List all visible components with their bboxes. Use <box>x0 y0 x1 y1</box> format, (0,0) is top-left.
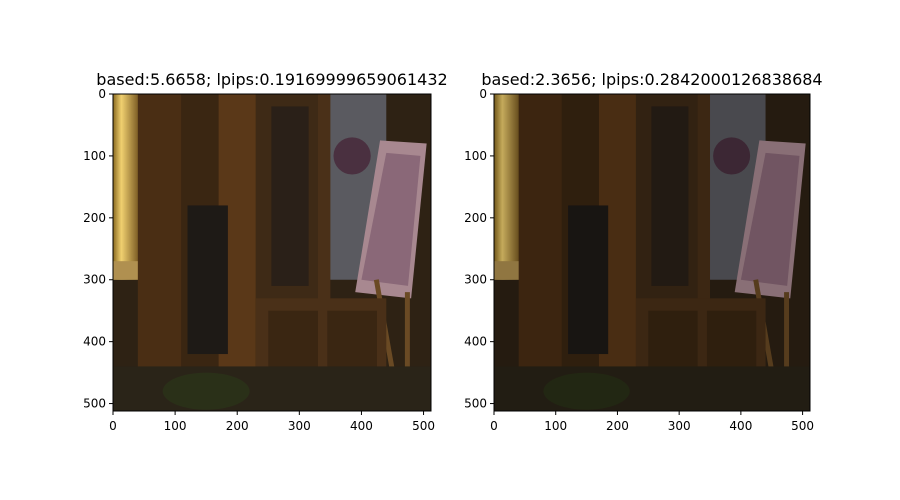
y-tick-label: 0 <box>479 87 487 101</box>
y-tick-label: 300 <box>464 273 487 287</box>
y-tick-label: 500 <box>464 397 487 411</box>
x-tick-label: 200 <box>226 419 249 433</box>
image-shade <box>494 94 810 411</box>
y-tick-label: 400 <box>83 335 106 349</box>
y-tick-label: 0 <box>98 87 106 101</box>
subplot-title: based:2.3656; lpips:0.2842000126838684 <box>481 70 822 89</box>
x-tick-label: 500 <box>412 419 435 433</box>
axes-frame <box>493 93 811 412</box>
y-tick-label: 200 <box>83 211 106 225</box>
y-tick-label: 500 <box>83 397 106 411</box>
axes-frame <box>112 93 432 412</box>
x-tick-label: 400 <box>729 419 752 433</box>
x-tick-label: 100 <box>544 419 567 433</box>
y-tick-label: 300 <box>83 273 106 287</box>
y-tick-label: 100 <box>83 149 106 163</box>
x-tick-label: 300 <box>668 419 691 433</box>
subplot-title: based:5.6658; lpips:0.19169999659061432 <box>96 70 447 89</box>
y-tick-label: 400 <box>464 335 487 349</box>
x-tick-label: 200 <box>606 419 629 433</box>
x-tick-label: 400 <box>350 419 373 433</box>
y-tick-label: 200 <box>464 211 487 225</box>
x-tick-label: 0 <box>109 419 117 433</box>
x-tick-label: 300 <box>288 419 311 433</box>
x-tick-label: 0 <box>490 419 498 433</box>
x-tick-label: 100 <box>164 419 187 433</box>
y-tick-label: 100 <box>464 149 487 163</box>
image <box>113 94 431 411</box>
x-tick-label: 500 <box>791 419 814 433</box>
